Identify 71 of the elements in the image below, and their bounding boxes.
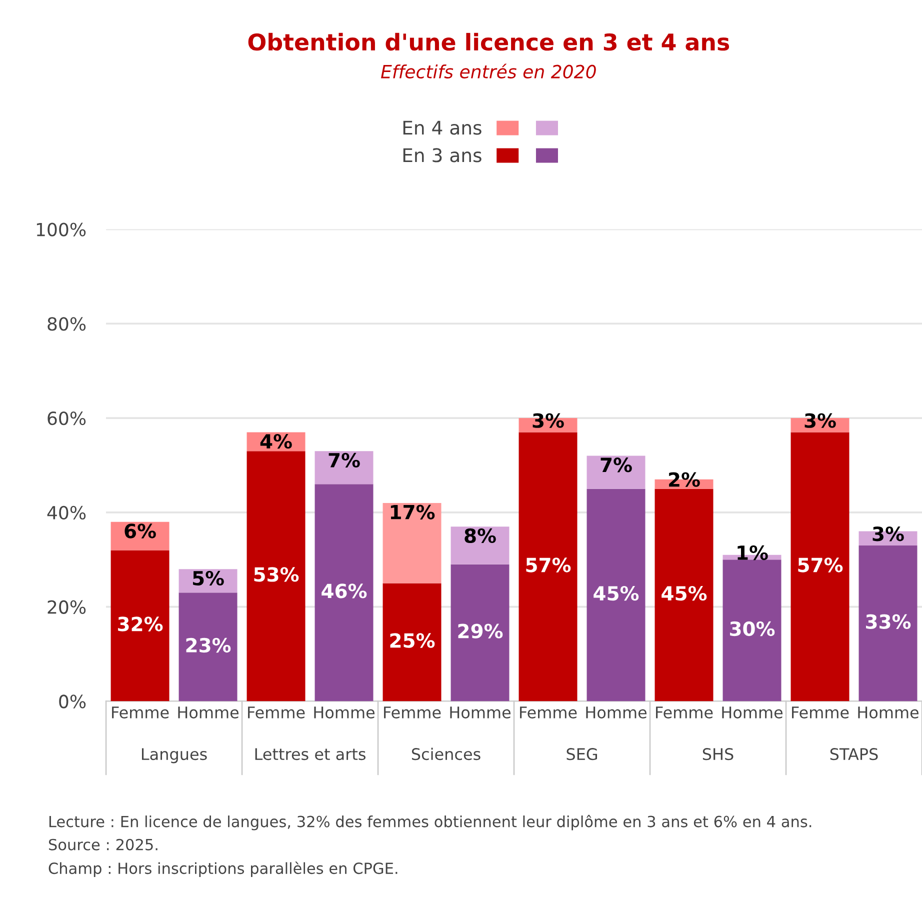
bar	[314, 484, 374, 702]
y-tick-label: 0%	[59, 694, 86, 708]
bar	[314, 451, 374, 484]
data-label: 53%	[254, 567, 299, 582]
legend-label: En 3 ans	[403, 148, 482, 162]
bar	[382, 502, 442, 584]
data-label: 46%	[322, 584, 367, 598]
x-tick-label: Femme	[248, 706, 305, 718]
text: STAPS	[830, 748, 878, 760]
data-label: 33%	[866, 614, 911, 629]
text: Champ : Hors inscriptions parallèles en CPGE.	[48, 862, 398, 878]
data-label: 5%	[193, 570, 224, 586]
data-label: 32%	[118, 616, 163, 632]
bar	[382, 583, 442, 702]
data-label: 3%	[532, 413, 564, 428]
data-label: 45%	[594, 586, 639, 601]
bar	[790, 432, 850, 702]
y-tick-label: 100%	[36, 222, 86, 236]
text: SHS	[702, 748, 734, 760]
x-tick-label: Femme	[656, 706, 713, 718]
data-label: 4%	[260, 434, 292, 449]
chart-title: Obtention d'une licence en 3 et 4 ans	[248, 32, 730, 51]
x-tick-label: Homme	[858, 706, 919, 718]
x-tick-label: Femme	[792, 706, 849, 718]
x-tick-label: Homme	[314, 706, 375, 718]
x-tick-label: Homme	[722, 706, 783, 718]
x-tick-label: Femme	[520, 706, 577, 718]
data-label: 57%	[526, 558, 571, 572]
bar	[518, 432, 578, 702]
data-label: 7%	[600, 458, 632, 472]
bar	[450, 564, 510, 702]
bar	[178, 592, 238, 702]
bar	[722, 560, 782, 702]
text: Sciences	[412, 748, 480, 760]
data-label: 17%	[390, 504, 435, 520]
bar	[586, 488, 646, 702]
legend-label: En 4 ans	[403, 120, 482, 135]
text: Langues	[142, 748, 207, 764]
bar	[246, 451, 306, 702]
data-label: 1%	[738, 545, 768, 560]
chart-subtitle: Effectifs entrés en 2020	[380, 64, 596, 78]
text: SEG	[566, 748, 598, 760]
bar	[450, 526, 510, 564]
text: Lecture : En licence de langues, 32% des femmes obtiennent leur diplôme en 3 ans et 6% en 4 ans.	[49, 814, 812, 830]
bar	[110, 550, 170, 702]
x-tick-label: Homme	[178, 706, 239, 718]
data-label: 7%	[328, 452, 360, 468]
text: Lettres et arts	[255, 748, 366, 760]
y-tick-label: 60%	[48, 411, 86, 426]
data-label: 29%	[458, 624, 503, 638]
data-label: 57%	[798, 558, 843, 572]
x-tick-label: Homme	[586, 706, 647, 718]
source-note: Source : 2025.	[48, 838, 158, 850]
bar	[586, 456, 646, 489]
data-label: 2%	[669, 472, 700, 487]
data-label: 3%	[872, 526, 904, 542]
x-tick-label: Femme	[384, 706, 441, 718]
y-tick-label: 80%	[48, 317, 86, 331]
data-label: 23%	[186, 638, 231, 653]
x-tick-label: Homme	[450, 706, 511, 718]
data-label: 45%	[662, 586, 707, 601]
bar	[858, 545, 918, 702]
data-label: 30%	[730, 621, 775, 636]
y-tick-label: 40%	[47, 506, 86, 520]
y-tick-label: 20%	[48, 600, 86, 614]
data-label: 3%	[804, 413, 836, 428]
data-label: 6%	[124, 524, 156, 538]
data-label: 8%	[464, 528, 496, 544]
x-tick-label: Femme	[112, 706, 169, 718]
bar	[654, 488, 714, 702]
data-label: 25%	[390, 633, 435, 648]
